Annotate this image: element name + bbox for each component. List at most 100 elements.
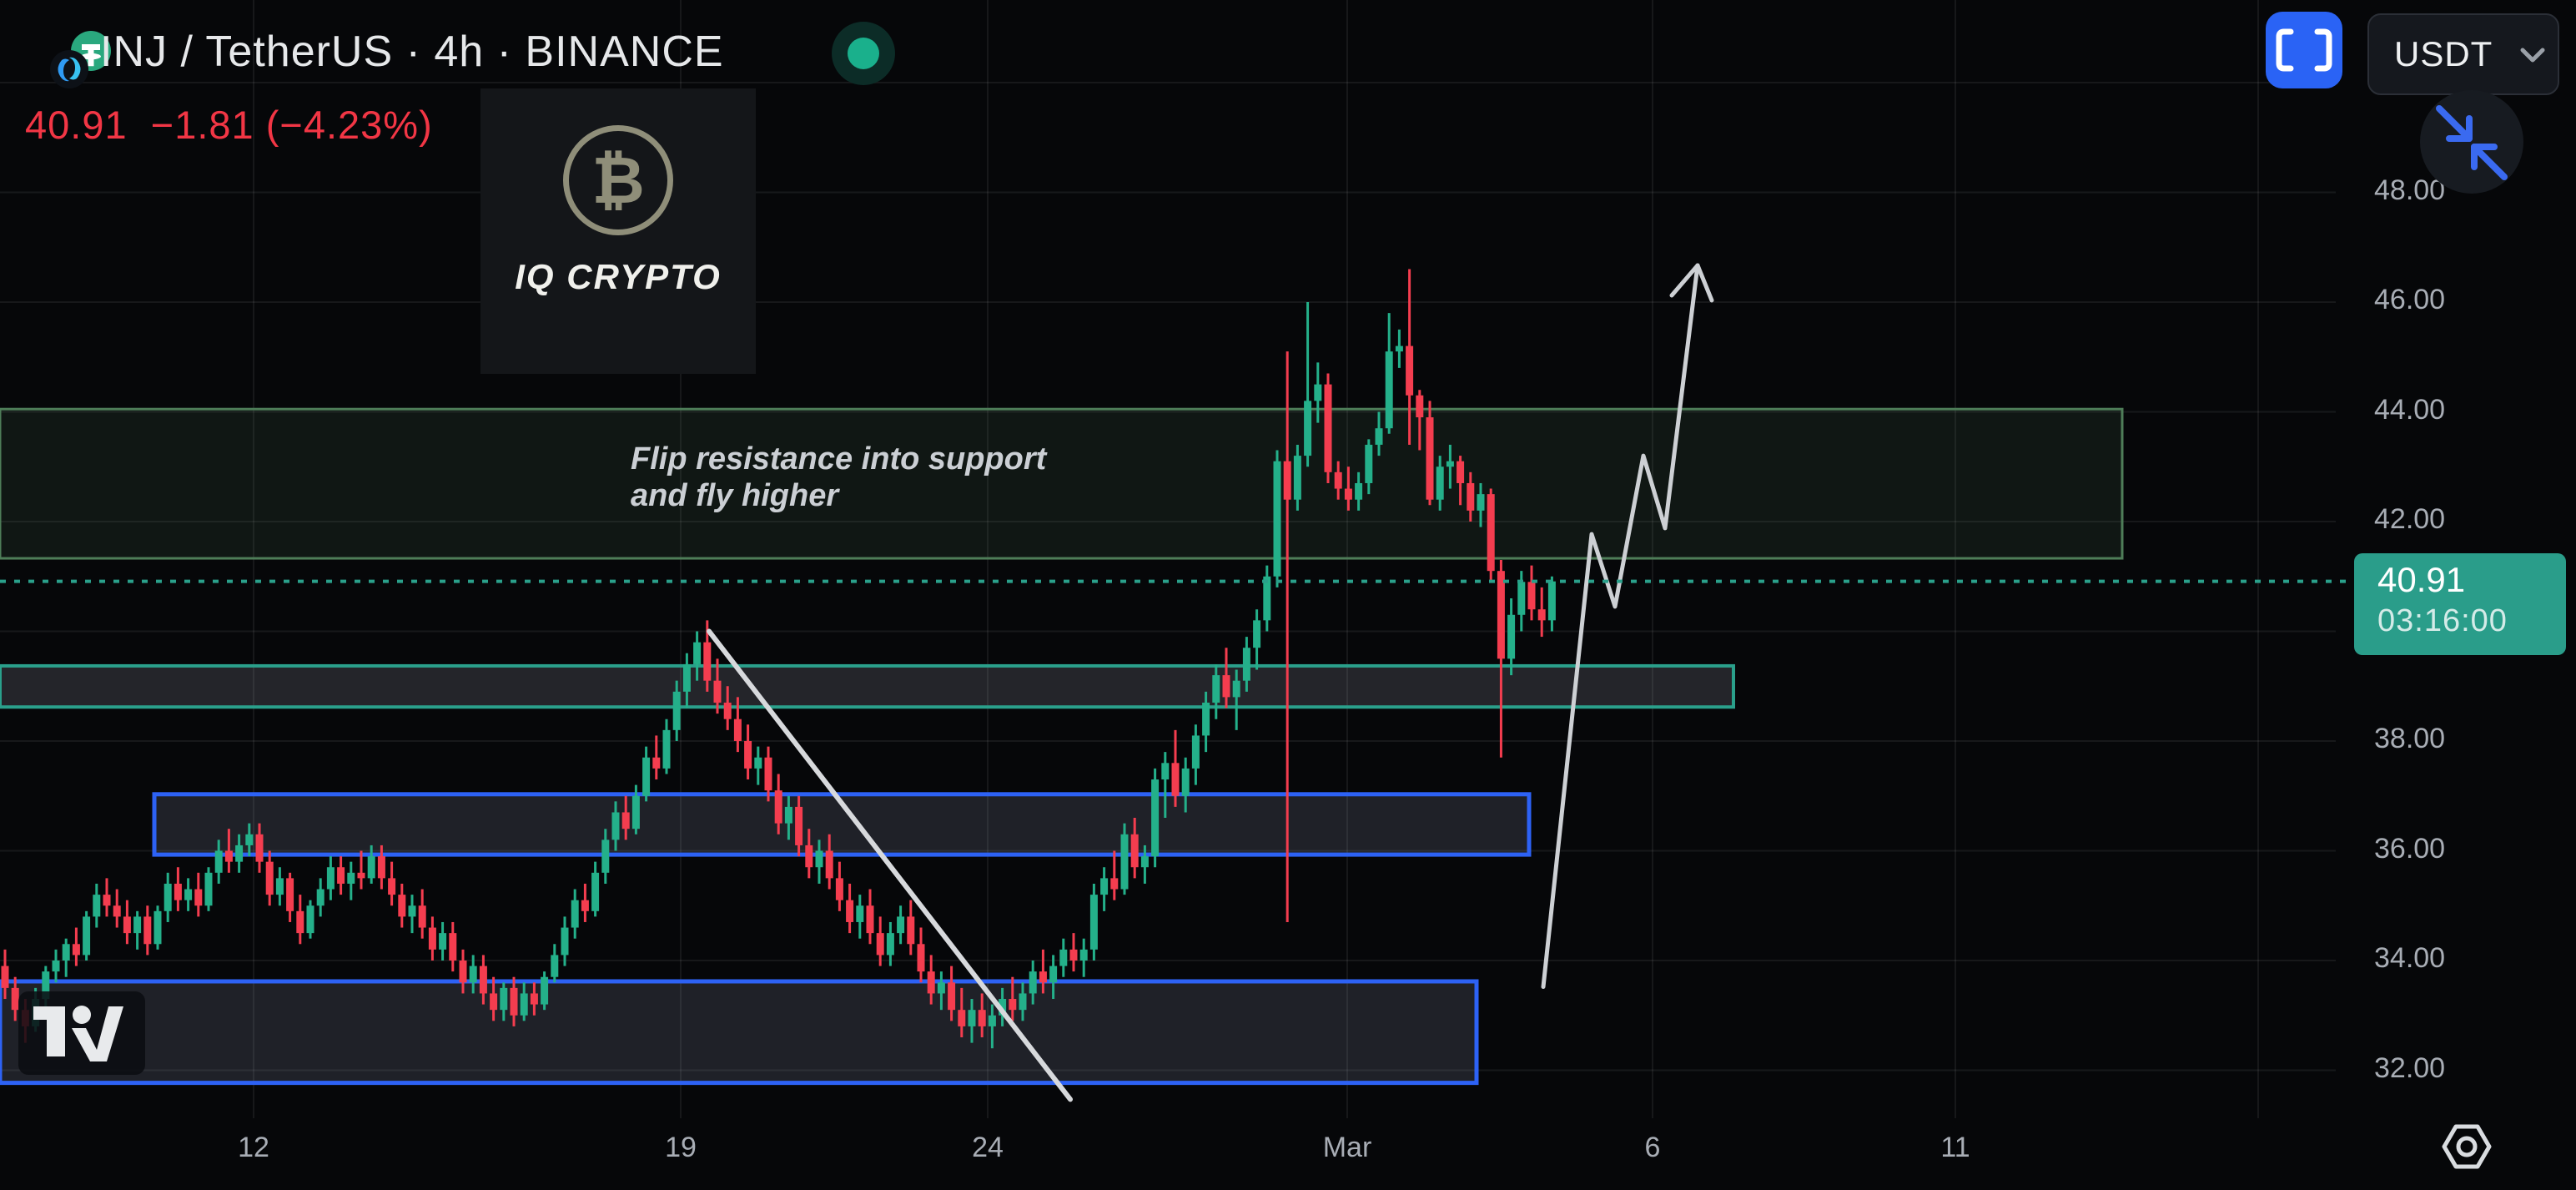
candle [672,691,681,730]
candle [1446,461,1454,467]
badge-price: 40.91 [2377,560,2466,599]
candle [194,889,203,906]
candle [999,999,1007,1016]
price-scale-settings-gear-icon[interactable] [2434,1115,2498,1178]
candle [204,872,213,906]
candle [1019,993,1027,1011]
candle [1222,675,1230,698]
candle [224,850,233,862]
candle [1242,648,1250,681]
candle [1416,395,1424,418]
candle [601,840,610,873]
candle [479,966,487,994]
teal-supply-zone[interactable] [0,663,1735,709]
candle [1487,494,1495,572]
candle [1039,971,1047,983]
candle [1263,576,1271,621]
price-tick-label: 32.00 [2374,1051,2446,1084]
candle [571,900,579,928]
candle [103,895,111,906]
candle [611,812,620,840]
candle [968,1010,976,1026]
candle [520,993,528,1016]
bitcoin-icon: ₿ [563,125,673,235]
time-tick-label: 12 [238,1132,269,1163]
candle [1365,444,1373,483]
candle [1049,966,1058,983]
candle [1385,351,1393,429]
candle [93,895,101,917]
candle [693,642,702,664]
candle [1334,471,1342,489]
watermark-title: IQ CRYPTO [515,257,722,296]
candle [1089,895,1098,950]
candle [703,642,712,681]
time-tick-label: 19 [665,1132,697,1163]
candle [235,845,244,862]
candle [948,982,956,1011]
candle [265,861,274,895]
candle [306,905,314,934]
candle [723,702,732,719]
time-tick-label: 11 [1940,1132,1970,1163]
candle [1151,779,1160,857]
price-tick-label: 34.00 [2374,942,2446,974]
symbol-title[interactable]: INJ / TetherUS · 4h · BINANCE [100,28,724,76]
candle [917,944,925,972]
candle [52,961,60,972]
price-tick-label: 48.00 [2374,174,2446,206]
candle [500,987,508,1011]
candle [1477,494,1485,511]
currency-dropdown[interactable]: USDT [2367,13,2559,95]
candle [631,795,640,829]
candle [439,933,447,950]
bottom-demand-zone[interactable] [0,979,1479,1086]
candle [113,905,121,917]
candle [1110,878,1119,890]
candle [1212,675,1220,703]
candle [1344,488,1352,500]
descending-trendline[interactable] [707,628,1073,1102]
projection-zigzag-arrow[interactable] [1541,263,1700,990]
candle [825,850,833,879]
candle [296,910,304,934]
candle [621,812,630,829]
candle [123,916,131,934]
candle [1191,735,1200,769]
candle [1375,428,1383,445]
candle [551,955,559,977]
candle [1161,763,1170,780]
price-tick-label: 44.00 [2374,393,2446,426]
price-tick-label: 38.00 [2374,723,2446,754]
screenshot-button[interactable] [2266,12,2342,88]
candle [1120,834,1129,890]
candle [805,845,813,868]
chart-text-annotation[interactable]: Flip resistance into support and fly hig… [631,441,1046,514]
candle [1273,461,1281,577]
candle [530,993,538,1005]
channel-watermark: ₿ IQ CRYPTO [480,88,756,374]
candle [214,850,223,873]
candle [143,916,152,945]
price-tick-label: 46.00 [2374,284,2446,315]
candle [1467,482,1475,511]
injective-logo-icon [50,50,88,88]
tradingview-logo[interactable] [18,991,145,1075]
candle [153,910,162,945]
candle [1232,680,1240,698]
candle [469,966,477,983]
candle [835,878,843,900]
candle [164,883,172,911]
annotation-line-2: and fly higher [631,478,839,513]
collapse-fullscreen-button[interactable] [2420,90,2523,194]
candle [184,889,193,900]
price-tick-label: 42.00 [2374,503,2446,535]
last-price: 40.91 [25,103,128,147]
candle [733,719,742,741]
candle [11,987,19,1011]
resistance-flip-zone[interactable] [0,407,2124,560]
last-price-and-change: 40.91 −1.81 (−4.23%) [25,102,433,148]
price-tick-label: 36.00 [2374,832,2446,865]
